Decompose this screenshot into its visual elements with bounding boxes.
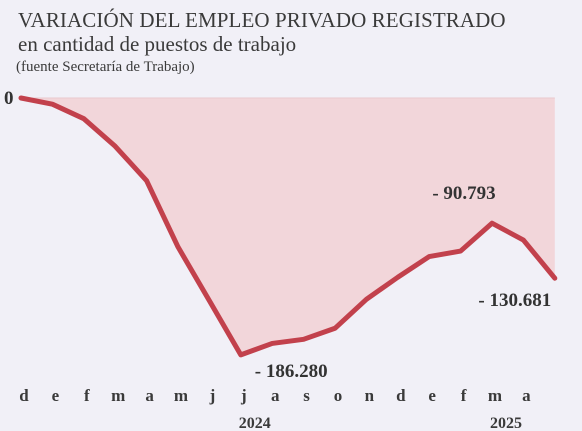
x-tick-label-10: o xyxy=(334,386,343,405)
chart-title: VARIACIÓN DEL EMPLEO PRIVADO REGISTRADO xyxy=(18,8,506,32)
x-tick-label-0: d xyxy=(19,386,29,405)
annotation-label-0: - 186.280 xyxy=(255,361,328,382)
x-tick-label-3: m xyxy=(111,386,125,405)
x-tick-label-13: e xyxy=(428,386,436,405)
year-label-0: 2024 xyxy=(239,415,271,431)
x-tick-label-6: j xyxy=(209,386,216,405)
x-tick-label-4: a xyxy=(145,386,154,405)
x-tick-label-1: e xyxy=(52,386,60,405)
chart-subtitle: en cantidad de puestos de trabajo xyxy=(18,32,297,56)
annotation-label-1: - 90.793 xyxy=(432,183,495,204)
x-tick-label-11: n xyxy=(365,386,375,405)
x-tick-label-5: m xyxy=(174,386,188,405)
chart-source: (fuente Secretaría de Trabajo) xyxy=(16,59,195,75)
annotation-label-2: - 130.681 xyxy=(478,290,551,311)
year-label-1: 2025 xyxy=(490,415,522,431)
x-tick-label-8: a xyxy=(271,386,280,405)
x-tick-label-14: f xyxy=(461,386,467,405)
x-tick-label-15: m xyxy=(488,386,502,405)
x-tick-label-16: a xyxy=(522,386,531,405)
x-tick-label-9: s xyxy=(303,386,310,405)
zero-label: 0 xyxy=(4,88,14,109)
x-tick-label-12: d xyxy=(396,386,406,405)
x-tick-label-7: j xyxy=(240,386,247,405)
area-fill xyxy=(21,98,555,355)
series-line xyxy=(18,95,558,358)
x-tick-label-2: f xyxy=(84,386,90,405)
